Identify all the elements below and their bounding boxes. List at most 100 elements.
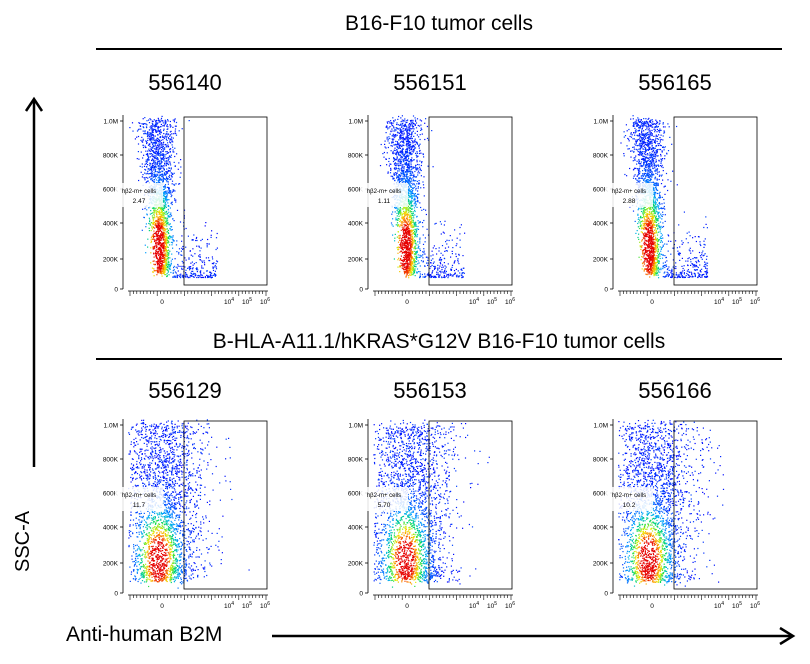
sample-label-556153: 556153 bbox=[393, 378, 467, 403]
x-tick-label: 0 bbox=[650, 299, 654, 306]
x-tick-label: 0 bbox=[160, 603, 164, 610]
x-tick-label: 105 bbox=[487, 297, 497, 306]
flow-plot-556129: 1.0M 800K 600K 400K 200K 0 0 104 105 106 hβ2-m+ ce… bbox=[88, 414, 278, 614]
x-tick-label: 105 bbox=[732, 297, 742, 306]
y-tick-label: 0 bbox=[359, 591, 363, 598]
gate-name: hβ2-m+ cells bbox=[612, 493, 646, 499]
flow-plot-svg: 1.0M 800K 600K 400K 200K 0 0 104 105 106 hβ2-m+ ce… bbox=[348, 115, 515, 306]
x-tick-label: 106 bbox=[750, 297, 760, 306]
gate-label: hβ2-m+ cells 2.88 bbox=[605, 183, 653, 207]
gate-rectangle bbox=[673, 116, 758, 286]
x-tick-label: 0 bbox=[405, 603, 409, 610]
y-tick-label: 400K bbox=[348, 221, 364, 228]
y-tick-label: 1.0M bbox=[104, 423, 118, 430]
flow-plot-556151: 1.0M 800K 600K 400K 200K 0 0 104 105 106 hβ2-m+ ce… bbox=[333, 110, 523, 310]
gate-label-box bbox=[115, 487, 163, 511]
gate-label-box bbox=[115, 183, 163, 207]
y-tick-label: 0 bbox=[114, 287, 118, 294]
y-tick-label: 0 bbox=[359, 287, 363, 294]
y-tick-label: 600K bbox=[103, 187, 119, 194]
group-divider-1 bbox=[96, 48, 782, 50]
y-tick-label: 800K bbox=[103, 153, 119, 160]
x-tick-label: 0 bbox=[160, 299, 164, 306]
sample-label-556165: 556165 bbox=[638, 70, 712, 95]
flow-plot-svg: 1.0M 800K 600K 400K 200K 0 0 104 105 106 hβ2-m+ ce… bbox=[593, 115, 760, 306]
gate-label: hβ2-m+ cells 11.7 bbox=[115, 487, 163, 511]
y-tick-label: 600K bbox=[593, 491, 609, 498]
flow-plot-svg: 1.0M 800K 600K 400K 200K 0 0 104 105 106 hβ2-m+ ce… bbox=[348, 419, 515, 610]
gate-percent: 2.47 bbox=[133, 198, 146, 205]
gate-name: hβ2-m+ cells bbox=[122, 189, 156, 195]
x-tick-label: 104 bbox=[469, 297, 479, 306]
gate-rectangle bbox=[428, 116, 513, 286]
x-tick-label: 106 bbox=[505, 297, 515, 306]
y-tick-label: 400K bbox=[593, 525, 609, 532]
x-tick-label: 104 bbox=[224, 297, 234, 306]
y-tick-label: 200K bbox=[348, 561, 364, 568]
sample-label-556151: 556151 bbox=[393, 70, 467, 95]
sample-label-556140: 556140 bbox=[148, 70, 222, 95]
y-tick-label: 400K bbox=[593, 221, 609, 228]
y-tick-label: 1.0M bbox=[594, 423, 608, 430]
gate-label: hβ2-m+ cells 2.47 bbox=[115, 183, 163, 207]
sample-label-556129: 556129 bbox=[148, 378, 222, 403]
x-tick-label: 104 bbox=[469, 601, 479, 610]
sample-label-556166: 556166 bbox=[638, 378, 712, 403]
x-axis-label: Anti-human B2M bbox=[66, 623, 223, 646]
gate-rectangle bbox=[183, 116, 268, 286]
event-cloud bbox=[129, 115, 219, 279]
gate-percent: 5.70 bbox=[378, 502, 391, 509]
gate-rectangle bbox=[428, 420, 513, 590]
group-title-1: B16-F10 tumor cells bbox=[345, 12, 533, 35]
y-tick-label: 600K bbox=[103, 491, 119, 498]
gate-label: hβ2-m+ cells 1.11 bbox=[360, 183, 408, 207]
gate-label-box bbox=[360, 487, 408, 511]
gate-percent: 10.2 bbox=[623, 502, 636, 509]
event-cloud bbox=[373, 419, 490, 588]
y-tick-label: 1.0M bbox=[349, 119, 363, 126]
y-tick-label: 200K bbox=[103, 561, 119, 568]
gate-percent: 11.7 bbox=[133, 502, 146, 509]
y-tick-label: 1.0M bbox=[594, 119, 608, 126]
x-tick-label: 105 bbox=[487, 601, 497, 610]
y-tick-label: 0 bbox=[114, 591, 118, 598]
y-tick-label: 200K bbox=[103, 257, 119, 264]
gate-rectangle bbox=[183, 420, 268, 590]
gate-name: hβ2-m+ cells bbox=[367, 189, 401, 195]
y-tick-label: 400K bbox=[103, 525, 119, 532]
y-tick-label: 1.0M bbox=[104, 119, 118, 126]
group-title-2: B-HLA-A11.1/hKRAS*G12V B16-F10 tumor cel… bbox=[212, 330, 666, 353]
gate-label-box bbox=[605, 183, 653, 207]
y-tick-label: 200K bbox=[593, 257, 609, 264]
y-tick-label: 800K bbox=[593, 457, 609, 464]
y-tick-label: 400K bbox=[348, 525, 364, 532]
y-tick-label: 600K bbox=[593, 187, 609, 194]
y-tick-label: 800K bbox=[348, 457, 364, 464]
y-tick-label: 800K bbox=[593, 153, 609, 160]
y-tick-label: 600K bbox=[348, 187, 364, 194]
gate-name: hβ2-m+ cells bbox=[367, 493, 401, 499]
x-tick-label: 104 bbox=[714, 297, 724, 306]
y-axis-arrow bbox=[24, 96, 44, 467]
y-tick-label: 0 bbox=[604, 591, 608, 598]
x-tick-label: 105 bbox=[242, 297, 252, 306]
x-tick-label: 106 bbox=[260, 601, 270, 610]
y-tick-label: 0 bbox=[604, 287, 608, 294]
gate-name: hβ2-m+ cells bbox=[612, 189, 646, 195]
y-tick-label: 200K bbox=[593, 561, 609, 568]
y-tick-label: 200K bbox=[348, 257, 364, 264]
gate-rectangle bbox=[673, 420, 758, 590]
gate-label: hβ2-m+ cells 10.2 bbox=[605, 487, 653, 511]
gate-label-box bbox=[605, 487, 653, 511]
y-axis-label: SSC-A bbox=[12, 510, 34, 572]
y-tick-label: 800K bbox=[103, 457, 119, 464]
x-tick-label: 105 bbox=[732, 601, 742, 610]
gate-percent: 2.88 bbox=[623, 198, 636, 205]
flow-plot-556153: 1.0M 800K 600K 400K 200K 0 0 104 105 106 hβ2-m+ ce… bbox=[333, 414, 523, 614]
flow-plot-svg: 1.0M 800K 600K 400K 200K 0 0 104 105 106 hβ2-m+ ce… bbox=[103, 115, 270, 306]
x-tick-label: 106 bbox=[750, 601, 760, 610]
gate-label: hβ2-m+ cells 5.70 bbox=[360, 487, 408, 511]
flow-plot-svg: 1.0M 800K 600K 400K 200K 0 0 104 105 106 hβ2-m+ ce… bbox=[103, 419, 270, 610]
group-divider-2 bbox=[96, 358, 782, 360]
flow-plot-556140: 1.0M 800K 600K 400K 200K 0 0 104 105 106 hβ2-m+ ce… bbox=[88, 110, 278, 310]
